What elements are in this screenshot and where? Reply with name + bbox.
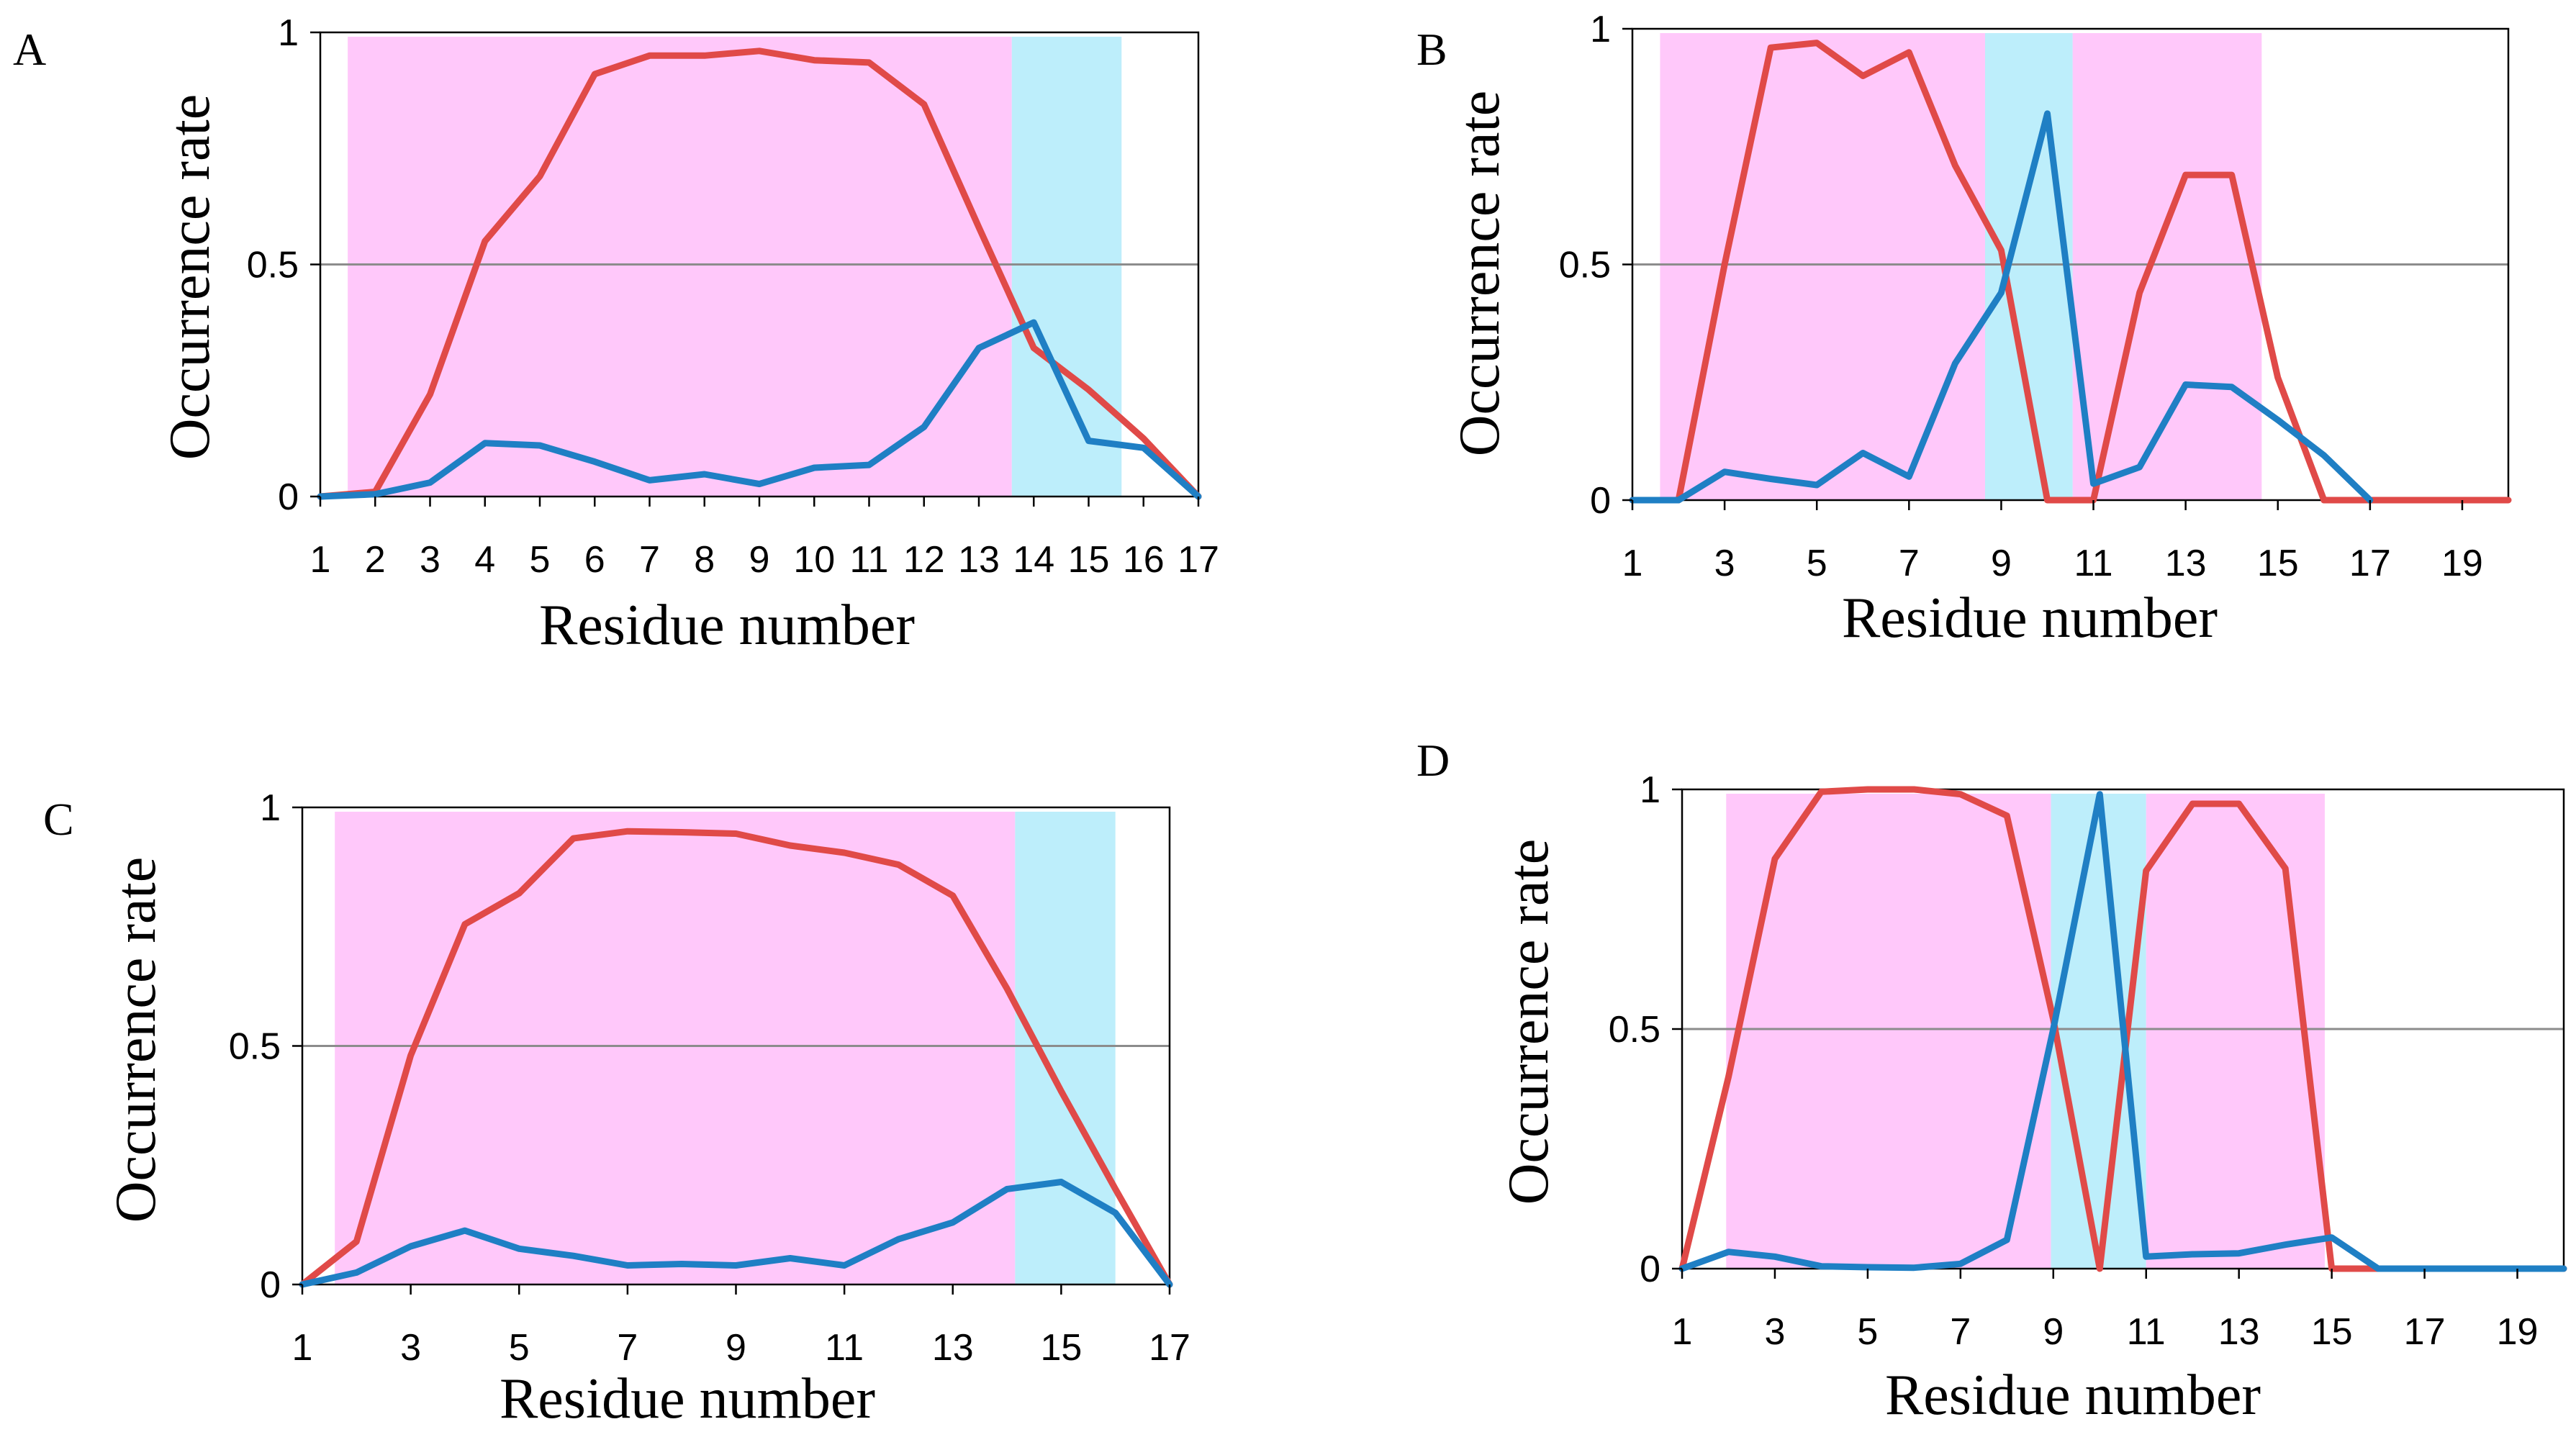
x-tick-label: 15 (1068, 539, 1110, 581)
x-tick-label: 17 (2349, 543, 2391, 584)
y-tick-label: 0.5 (229, 1026, 281, 1068)
sheet-band (1015, 812, 1116, 1284)
blue-series-line (317, 319, 1202, 500)
blue-series-line (1629, 110, 2374, 504)
panel-letter: C (43, 794, 74, 845)
x-tick-label: 16 (1123, 539, 1165, 581)
x-axis-title: Residue number (1842, 586, 2218, 650)
x-tick-label: 9 (749, 539, 770, 581)
sheet-band (1011, 37, 1122, 497)
y-tick-label: 1 (1590, 9, 1611, 50)
x-tick-label: 11 (850, 539, 889, 581)
red-series-line (299, 828, 1173, 1288)
x-tick-label: 19 (2441, 543, 2483, 584)
x-tick-label: 11 (2127, 1311, 2166, 1353)
helix-band (1726, 794, 2051, 1269)
x-tick-label: 9 (726, 1327, 746, 1369)
x-tick-label: 17 (1178, 539, 1219, 581)
x-tick-label: 9 (2043, 1311, 2064, 1353)
x-tick-label: 7 (617, 1327, 638, 1369)
helix-band (1660, 33, 1986, 500)
x-tick-label: 2 (365, 539, 386, 581)
x-axis-title: Residue number (500, 1367, 875, 1431)
x-tick-label: 17 (2404, 1311, 2446, 1353)
x-tick-label: 7 (1899, 543, 1920, 584)
x-tick-label: 9 (1991, 543, 2012, 584)
x-tick-label: 4 (474, 539, 495, 581)
helix-band (2146, 794, 2325, 1269)
y-axis-title: Occurrence rate (104, 857, 168, 1223)
x-tick-label: 5 (1807, 543, 1827, 584)
x-tick-label: 1 (1622, 543, 1643, 584)
x-tick-label: 3 (420, 539, 440, 581)
panel-d: D Occurrence rate Residue number 1 3 5 7 9 11… (1416, 735, 2567, 1427)
helix-band (2072, 33, 2262, 500)
y-tick-label: 0 (1640, 1249, 1660, 1290)
x-tick-label: 13 (958, 539, 1000, 581)
y-tick-label: 0.5 (247, 245, 299, 286)
x-tick-label: 13 (2218, 1311, 2260, 1353)
y-tick-label: 0 (1590, 480, 1611, 522)
x-tick-label: 15 (2257, 543, 2299, 584)
x-tick-label: 13 (2165, 543, 2207, 584)
x-tick-label: 5 (530, 539, 551, 581)
x-tick-label: 1 (292, 1327, 313, 1369)
x-tick-label: 5 (509, 1327, 530, 1369)
blue-series-line (1678, 791, 2567, 1272)
x-tick-label: 15 (2311, 1311, 2353, 1353)
y-tick-label: 0 (260, 1264, 281, 1306)
x-tick-label: 8 (694, 539, 715, 581)
x-tick-label: 6 (584, 539, 605, 581)
sheet-band (1985, 33, 2073, 500)
y-tick-label: 1 (1640, 769, 1660, 811)
y-tick-label: 0 (278, 476, 299, 518)
red-series-line (1629, 40, 2512, 504)
y-axis-title: Occurrence rate (1497, 839, 1560, 1205)
panel-c: C Occurrence rate Residue number 1 3 5 7 9 11… (43, 787, 1190, 1431)
x-tick-label: 3 (1714, 543, 1735, 584)
x-tick-label: 19 (2497, 1311, 2539, 1353)
x-axis-title: Residue number (1885, 1364, 2261, 1427)
y-tick-label: 0.5 (1559, 245, 1611, 286)
panel-letter: B (1416, 24, 1447, 75)
y-axis-title: Occurrence rate (1448, 91, 1511, 456)
x-tick-label: 1 (1672, 1311, 1693, 1353)
x-tick-label: 3 (1764, 1311, 1785, 1353)
x-tick-label: 11 (2074, 543, 2113, 584)
x-tick-label: 17 (1149, 1327, 1190, 1369)
x-tick-label: 13 (932, 1327, 974, 1369)
x-tick-label: 10 (793, 539, 835, 581)
x-tick-label: 5 (1857, 1311, 1878, 1353)
x-tick-label: 7 (639, 539, 660, 581)
x-tick-label: 7 (1950, 1311, 1971, 1353)
x-tick-label: 12 (903, 539, 945, 581)
panel-letter: D (1416, 735, 1450, 786)
x-tick-label: 3 (400, 1327, 421, 1369)
y-tick-label: 1 (260, 787, 281, 829)
panel-b: B Occurrence rate Residue number 1 3 5 7 9 11… (1416, 9, 2512, 650)
y-axis-title: Occurrence rate (158, 94, 222, 460)
helix-band (335, 812, 1016, 1284)
x-tick-label: 1 (310, 539, 331, 581)
x-tick-label: 15 (1040, 1327, 1082, 1369)
x-tick-label: 14 (1013, 539, 1054, 581)
y-tick-label: 1 (278, 12, 299, 54)
panel-letter: A (13, 24, 46, 75)
sheet-band (2051, 794, 2146, 1269)
y-tick-label: 0.5 (1609, 1009, 1660, 1051)
blue-series-line (299, 1179, 1173, 1288)
x-axis-title: Residue number (539, 594, 915, 657)
helix-band (348, 37, 1012, 497)
x-tick-label: 11 (825, 1327, 864, 1369)
